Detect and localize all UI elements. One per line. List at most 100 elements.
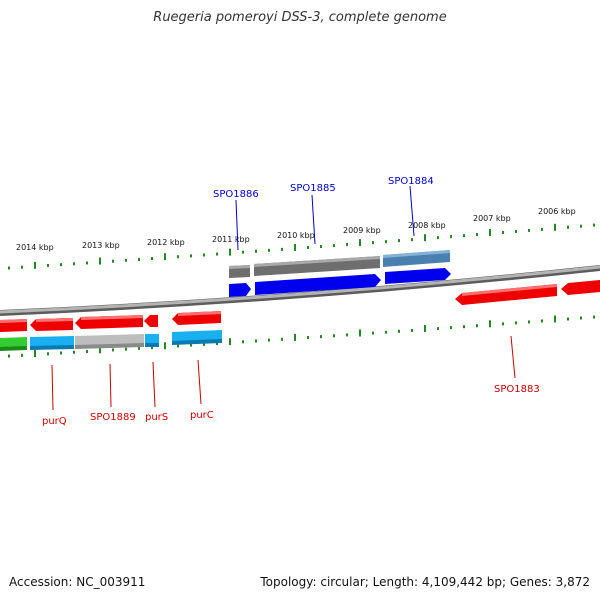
scale-tick [307, 245, 309, 249]
upper-scale-ticks [8, 223, 595, 270]
scale-tick [216, 341, 218, 345]
kbp-label-2010: 2010 kbp [277, 231, 315, 240]
kbp-label-2006: 2006 kbp [538, 207, 576, 216]
scale-tick [333, 334, 335, 338]
scale-tick [372, 331, 374, 335]
gene-arrow-purs[interactable] [144, 315, 158, 327]
scale-tick [424, 324, 426, 332]
scale-tick [47, 263, 49, 267]
scale-tick [73, 262, 75, 266]
scale-tick [333, 244, 335, 248]
gene-label-purs[interactable]: purS [145, 412, 168, 423]
scale-tick [112, 259, 114, 263]
gene-highlight [178, 311, 221, 316]
cds-shadow [75, 343, 144, 349]
scale-tick [398, 329, 400, 333]
gene-label-spo1884[interactable]: SPO1884 [388, 176, 434, 187]
scale-tick [359, 329, 361, 337]
scale-tick [346, 333, 348, 337]
gene-label-spo1883[interactable]: SPO1883 [494, 384, 540, 395]
gene-arrow-spo1886[interactable] [229, 283, 251, 297]
scale-tick [567, 225, 569, 229]
gene-label-spo1889[interactable]: SPO1889 [90, 412, 136, 423]
scale-tick [320, 245, 322, 249]
scale-tick [34, 261, 36, 269]
scale-tick [73, 350, 75, 354]
scale-tick [242, 340, 244, 344]
lower-scale-ticks [8, 315, 595, 358]
cds-shadow [0, 346, 27, 351]
scale-tick [476, 233, 478, 237]
scale-tick [580, 316, 582, 320]
scale-tick [346, 243, 348, 247]
gene-highlight [36, 318, 73, 322]
gene-arrow-spo1884[interactable] [385, 268, 451, 284]
scale-tick [268, 248, 270, 252]
scale-tick [60, 263, 62, 267]
gene-highlight [81, 315, 143, 320]
topology-summary: Topology: circular; Length: 4,109,442 bp… [260, 575, 590, 589]
cds-shadow [145, 343, 159, 347]
reverse-cds-track [0, 330, 222, 351]
scale-tick [307, 336, 309, 340]
scale-tick [554, 315, 556, 323]
scale-tick [229, 338, 231, 346]
forward-gene-track [229, 268, 451, 297]
scale-tick [99, 346, 101, 354]
scale-tick [450, 235, 452, 239]
forward-cds-track [229, 250, 450, 278]
scale-tick [47, 352, 49, 356]
scale-tick [138, 346, 140, 350]
scale-tick [164, 342, 166, 350]
scale-tick [450, 326, 452, 330]
kbp-label-2013: 2013 kbp [82, 241, 120, 250]
connector-spo1889 [109, 363, 112, 408]
scale-tick [86, 261, 88, 265]
kbp-label-2012: 2012 kbp [147, 238, 185, 247]
scale-tick [138, 257, 140, 261]
scale-tick [294, 243, 296, 251]
kbp-label-2007: 2007 kbp [473, 214, 511, 223]
cds-spo1885-highlight [254, 256, 380, 267]
scale-tick [398, 239, 400, 243]
gene-label-spo1885[interactable]: SPO1885 [290, 183, 336, 194]
scale-tick [580, 224, 582, 228]
scale-tick [86, 350, 88, 354]
scale-tick [411, 328, 413, 332]
gene-highlight [462, 284, 557, 296]
scale-tick [385, 240, 387, 244]
gene-label-purq[interactable]: purQ [42, 416, 67, 427]
gene-arrow-spo1885[interactable] [255, 274, 381, 295]
gene-label-spo1886[interactable]: SPO1886 [213, 189, 259, 200]
scale-tick [515, 321, 517, 325]
scale-tick [281, 247, 283, 251]
scale-tick [372, 241, 374, 245]
scale-tick [476, 324, 478, 328]
scale-tick [359, 239, 361, 247]
kbp-label-2008: 2008 kbp [408, 221, 446, 230]
scale-tick [255, 249, 257, 253]
scale-tick [242, 250, 244, 254]
gene-label-purc[interactable]: purC [190, 410, 214, 421]
scale-tick [151, 257, 153, 261]
cds-shadow [30, 345, 74, 350]
connector-purs [152, 361, 156, 408]
kbp-label-2011: 2011 kbp [212, 235, 250, 244]
scale-tick [255, 339, 257, 343]
scale-tick [229, 248, 231, 256]
gene-arrow-right-edge[interactable] [561, 280, 600, 295]
connector-spo1883 [510, 335, 516, 379]
scale-tick [281, 337, 283, 341]
scale-tick [489, 229, 491, 237]
genome-backbone [0, 265, 600, 314]
reverse-gene-track [0, 280, 600, 332]
scale-tick [21, 353, 23, 357]
scale-tick [541, 227, 543, 231]
scale-tick [203, 253, 205, 257]
cds-shadow [172, 339, 222, 345]
scale-tick [8, 266, 10, 270]
connector-spo1884 [409, 185, 415, 237]
scale-tick [528, 320, 530, 324]
scale-tick [268, 338, 270, 342]
